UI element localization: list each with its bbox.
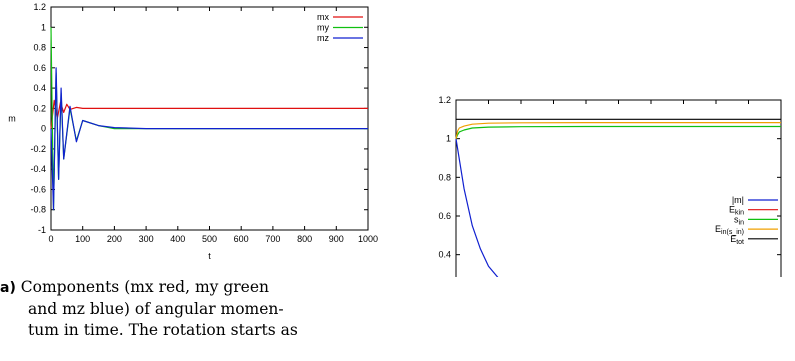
y-tick-label: 0 — [41, 124, 46, 134]
chart-components: 0 100 200 300 400 500 600 700 800 900 1000 -1 -0.8 -0… — [8, 2, 378, 261]
y-tick-label: -0.6 — [30, 184, 46, 194]
series-line--m- — [455, 138, 499, 277]
series-line-mx — [50, 99, 368, 129]
x-tick-label: 1000 — [358, 234, 378, 244]
x-tick-label: 500 — [202, 234, 217, 244]
legend-label: sin — [734, 214, 744, 226]
x-tick-label: 0 — [48, 234, 53, 244]
y-tick-label: -0.2 — [30, 144, 46, 154]
figure-area: 0 100 200 300 400 500 600 700 800 900 1000 -1 -0.8 -0… — [8, 2, 782, 277]
figure-caption: a) Components (mx red, my green and mz b… — [0, 277, 392, 341]
caption-line-2: and mz blue) of angular momen- — [28, 300, 284, 318]
y-tick-label: 0.8 — [438, 172, 451, 182]
y-tick-label: 0.6 — [438, 211, 451, 221]
legend-label: |m| — [732, 195, 744, 205]
y-tick-label: 1.2 — [33, 2, 46, 12]
y-tick-label: 1.2 — [438, 95, 451, 105]
caption-label: a) — [0, 280, 16, 296]
series-line-s-in — [455, 125, 781, 139]
series-line-my — [50, 27, 368, 211]
caption-line-3: tum in time. The rotation starts as — [28, 321, 298, 339]
caption-text-1: Components (mx red, my green — [20, 278, 270, 296]
x-tick-label: 400 — [170, 234, 185, 244]
legend-label: Ein(s_in) — [715, 224, 744, 236]
y-tick-label: 0.4 — [33, 83, 46, 93]
chart-energies: 0100200300400500600700800900100000.20.40… — [438, 95, 782, 277]
legend-label: my — [317, 23, 329, 33]
y-tick-label: 1 — [41, 22, 46, 32]
x-tick-label: 700 — [265, 234, 280, 244]
x-tick-label: 300 — [139, 234, 154, 244]
x-tick-label: 900 — [329, 234, 344, 244]
legend-label: Etot — [730, 234, 744, 246]
y-tick-label: 0.6 — [33, 63, 46, 73]
y-tick-label: 0.8 — [33, 43, 46, 53]
y-tick-label: 0.4 — [438, 250, 451, 260]
x-tick-label: 100 — [75, 234, 90, 244]
caption-line-1: a) Components (mx red, my green — [0, 277, 392, 299]
x-axis-label: t — [208, 251, 211, 261]
x-tick-label: 600 — [234, 234, 249, 244]
y-tick-label: -0.8 — [30, 205, 46, 215]
y-tick-label: -0.4 — [30, 164, 46, 174]
legend-label: Ekin — [729, 205, 744, 217]
series-line-mz — [50, 67, 368, 211]
legend-label: mz — [317, 33, 329, 43]
series-line-e-in-s-in- — [455, 121, 781, 139]
y-tick-label: 1 — [446, 134, 451, 144]
legend-label: mx — [317, 12, 329, 22]
y-axis-label: m — [8, 114, 16, 124]
y-tick-label: 0.2 — [33, 103, 46, 113]
x-tick-label: 800 — [297, 234, 312, 244]
y-tick-label: -1 — [38, 225, 46, 235]
x-tick-label: 200 — [107, 234, 122, 244]
